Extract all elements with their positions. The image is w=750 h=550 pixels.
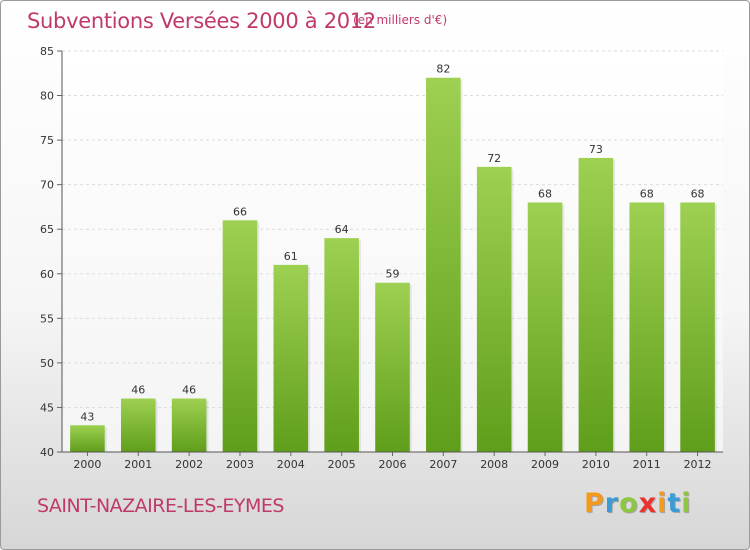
x-tick-label: 2006: [379, 458, 407, 471]
x-tick-label: 2009: [531, 458, 559, 471]
x-tick-label: 2011: [633, 458, 661, 471]
chart-title: Subventions Versées 2000 à 2012: [27, 9, 376, 33]
x-tick-label: 2008: [480, 458, 508, 471]
bar-value-label: 61: [284, 250, 298, 263]
bar-value-label: 46: [131, 384, 145, 397]
logo-letter: i: [681, 488, 692, 519]
logo-letter: t: [667, 488, 682, 519]
y-tick-label: 60: [40, 268, 54, 281]
bar-2007[interactable]: [426, 77, 461, 452]
bar-2008[interactable]: [476, 166, 512, 452]
bar-2001[interactable]: [120, 398, 156, 452]
logo-letter: i: [657, 488, 668, 519]
y-tick-label: 80: [40, 90, 54, 103]
y-tick-label: 40: [40, 446, 54, 459]
bar-value-label: 46: [182, 384, 196, 397]
bar-2011[interactable]: [629, 202, 665, 452]
bar-value-label: 64: [335, 223, 349, 236]
bar-value-label: 82: [436, 63, 450, 76]
bar-2004[interactable]: [273, 264, 309, 452]
proxiti-logo[interactable]: Proxiti: [584, 488, 692, 519]
bar-value-label: 68: [538, 187, 552, 200]
bar-2006[interactable]: [375, 282, 410, 452]
x-tick-label: 2001: [124, 458, 152, 471]
x-tick-label: 2012: [684, 458, 712, 471]
bar-value-label: 43: [80, 410, 94, 423]
x-tick-label: 2002: [175, 458, 203, 471]
bar-value-label: 68: [640, 187, 654, 200]
bar-2002[interactable]: [171, 398, 207, 452]
y-tick-label: 65: [40, 223, 54, 236]
bar-value-label: 66: [233, 205, 247, 218]
x-tick-label: 2003: [226, 458, 254, 471]
y-tick-label: 85: [40, 45, 54, 58]
x-tick-label: 2007: [429, 458, 457, 471]
y-tick-label: 75: [40, 134, 54, 147]
x-tick-label: 2004: [277, 458, 305, 471]
logo-letter: x: [638, 488, 658, 519]
x-tick-label: 2010: [582, 458, 610, 471]
y-tick-label: 45: [40, 401, 54, 414]
x-tick-label: 2000: [73, 458, 101, 471]
bar-value-label: 73: [589, 143, 603, 156]
logo-letter: o: [619, 488, 639, 519]
bar-2000[interactable]: [70, 425, 105, 452]
bar-2003[interactable]: [222, 220, 258, 452]
bar-2012[interactable]: [680, 202, 715, 452]
y-tick-label: 70: [40, 179, 54, 192]
chart-unit: (en milliers d'€): [353, 13, 448, 27]
y-tick-label: 50: [40, 357, 54, 370]
y-tick-label: 55: [40, 312, 54, 325]
bar-2005[interactable]: [324, 238, 359, 452]
bar-value-label: 68: [691, 187, 705, 200]
bar-2010[interactable]: [578, 157, 614, 452]
x-tick-label: 2005: [328, 458, 356, 471]
logo-letter: P: [584, 488, 605, 519]
logo-letter: r: [604, 488, 620, 519]
commune-name: SAINT-NAZAIRE-LES-EYMES: [37, 495, 284, 517]
bar-2009[interactable]: [527, 202, 563, 452]
bar-value-label: 59: [386, 268, 400, 281]
bar-value-label: 72: [487, 152, 501, 165]
